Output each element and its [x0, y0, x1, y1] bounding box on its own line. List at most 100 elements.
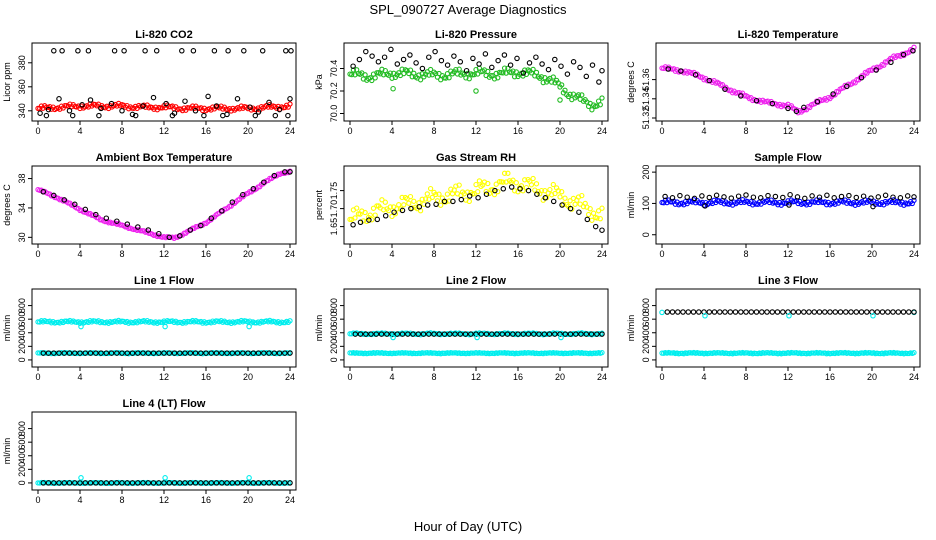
data-point — [848, 309, 854, 315]
x-tick-label: 0 — [35, 495, 40, 505]
data-point — [399, 194, 405, 201]
x-tick-label: 0 — [659, 249, 664, 259]
data-point — [408, 205, 414, 212]
data-point — [675, 309, 681, 315]
panel-title: Gas Stream RH — [436, 152, 516, 164]
data-point — [523, 71, 530, 78]
data-point — [597, 102, 603, 108]
data-point — [287, 169, 293, 175]
data-point — [564, 350, 570, 357]
x-tick-label: 24 — [909, 372, 919, 382]
data-point — [864, 309, 870, 315]
y-tick-label: 200 — [17, 339, 27, 354]
data-point — [129, 111, 136, 118]
x-tick-label: 16 — [513, 372, 523, 382]
data-point — [879, 309, 886, 315]
data-point — [453, 66, 459, 73]
data-point — [753, 309, 760, 315]
data-point — [51, 48, 57, 54]
data-point — [213, 103, 220, 109]
data-point — [555, 188, 561, 194]
data-point — [808, 350, 815, 356]
y-tick-label: 800 — [641, 298, 651, 313]
x-tick-label: 24 — [285, 495, 295, 505]
x-tick-label: 16 — [825, 126, 835, 136]
data-point — [153, 48, 160, 54]
data-point — [552, 190, 558, 197]
x-tick-label: 4 — [701, 126, 706, 136]
data-point — [911, 194, 917, 200]
data-point — [853, 309, 860, 315]
data-point — [157, 350, 164, 356]
y-axis-label: ml/min — [2, 438, 12, 465]
data-point — [858, 309, 865, 315]
x-tick-label: 4 — [701, 372, 706, 382]
data-point — [559, 202, 565, 208]
data-point — [355, 350, 362, 356]
panel-8: Line 2 Flow ml/min 0 4 8 12 16 20 24 0 20040060080… — [314, 275, 609, 382]
x-tick-label: 24 — [597, 249, 607, 259]
data-point — [505, 170, 511, 176]
y-tick-label: 200 — [641, 165, 651, 180]
data-point — [575, 92, 582, 98]
data-point — [510, 177, 516, 183]
data-point — [456, 182, 462, 188]
data-point — [370, 205, 377, 211]
data-point — [475, 71, 481, 77]
data-point — [533, 54, 539, 60]
data-point — [706, 194, 713, 201]
data-point — [443, 75, 449, 81]
data-point — [51, 192, 57, 199]
data-point — [40, 480, 47, 486]
data-point — [396, 202, 402, 208]
data-point — [458, 196, 465, 203]
data-point — [198, 350, 204, 356]
data-point — [362, 72, 368, 78]
data-point — [780, 309, 786, 315]
data-point — [375, 59, 382, 65]
x-tick-label: 8 — [743, 372, 748, 382]
data-point — [225, 48, 231, 54]
data-point — [436, 331, 443, 337]
data-point — [664, 309, 671, 315]
data-point — [56, 480, 62, 486]
data-point — [559, 82, 565, 88]
data-point — [372, 75, 378, 81]
data-point — [795, 309, 802, 315]
data-point — [429, 194, 435, 201]
data-point — [203, 350, 209, 356]
data-point — [530, 66, 536, 73]
data-point — [382, 213, 389, 219]
x-tick-label: 12 — [159, 495, 169, 505]
data-point — [389, 331, 395, 337]
x-tick-label: 0 — [35, 372, 40, 382]
data-point — [140, 350, 146, 356]
y-tick-label: 400 — [329, 325, 339, 340]
data-point — [895, 309, 902, 315]
series-cyan-band — [35, 317, 293, 327]
data-point — [520, 70, 527, 76]
x-tick-label: 20 — [867, 249, 877, 259]
data-point — [150, 94, 157, 101]
data-point — [124, 221, 131, 227]
data-point — [669, 195, 676, 201]
data-point — [802, 195, 808, 202]
data-point — [890, 309, 896, 315]
data-point — [360, 218, 367, 224]
data-point — [245, 350, 251, 356]
data-point — [769, 309, 776, 315]
y-tick-label: 600 — [329, 312, 339, 327]
data-point — [478, 331, 485, 337]
data-point — [538, 187, 545, 194]
data-point — [875, 194, 882, 200]
data-point — [589, 107, 595, 113]
series-cyan-band — [659, 349, 917, 357]
data-point — [250, 186, 257, 192]
data-point — [282, 350, 288, 356]
data-point — [500, 70, 506, 76]
data-point — [400, 56, 407, 63]
x-tick-label: 20 — [867, 372, 877, 382]
x-tick-label: 0 — [659, 126, 664, 136]
data-point — [62, 102, 68, 109]
x-tick-label: 0 — [659, 372, 664, 382]
